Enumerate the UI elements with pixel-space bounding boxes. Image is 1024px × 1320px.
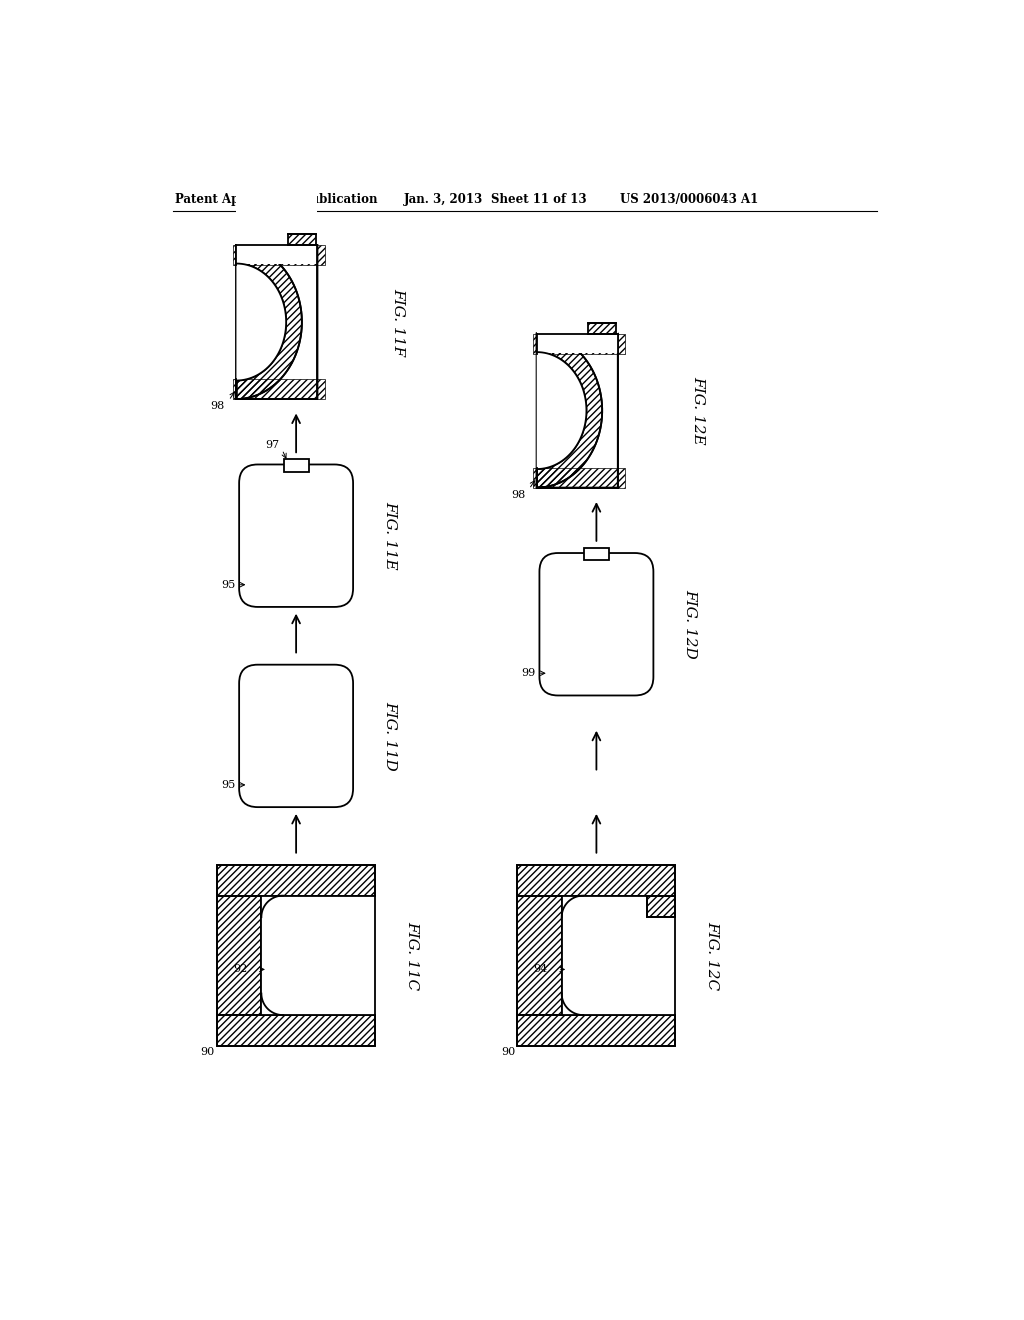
Bar — [584, 548, 609, 561]
Bar — [588, 322, 615, 334]
Text: 98: 98 — [511, 490, 525, 500]
Bar — [288, 234, 315, 246]
Polygon shape — [537, 334, 617, 487]
Bar — [217, 865, 375, 896]
FancyBboxPatch shape — [240, 665, 353, 807]
FancyBboxPatch shape — [240, 465, 353, 607]
Bar — [537, 240, 617, 352]
Bar — [284, 459, 308, 471]
Text: 90: 90 — [201, 1047, 215, 1057]
FancyBboxPatch shape — [540, 553, 653, 696]
Text: FIG. 12C: FIG. 12C — [706, 921, 719, 990]
Polygon shape — [237, 246, 317, 399]
Text: FIG. 11F: FIG. 11F — [391, 288, 406, 356]
Bar — [562, 896, 676, 1015]
Bar — [517, 865, 676, 1045]
Bar — [517, 865, 676, 896]
Bar — [217, 1015, 375, 1045]
Bar — [232, 379, 326, 399]
Text: FIG. 12E: FIG. 12E — [691, 376, 706, 445]
Bar — [261, 896, 375, 1015]
Text: 98: 98 — [211, 401, 225, 412]
Bar — [232, 246, 326, 265]
Polygon shape — [537, 352, 587, 469]
Text: 92: 92 — [233, 965, 248, 974]
Text: Patent Application Publication: Patent Application Publication — [175, 193, 378, 206]
Bar — [517, 896, 562, 1015]
Text: 99: 99 — [521, 668, 536, 678]
Bar — [237, 152, 317, 264]
Bar — [647, 896, 676, 917]
Text: 94: 94 — [534, 965, 548, 974]
Text: Jan. 3, 2013: Jan. 3, 2013 — [403, 193, 483, 206]
Text: FIG. 11D: FIG. 11D — [383, 701, 397, 771]
Bar — [532, 467, 626, 487]
Text: 95: 95 — [221, 579, 236, 590]
Text: 90: 90 — [501, 1047, 515, 1057]
Text: 95: 95 — [221, 780, 236, 789]
Text: FIG. 11C: FIG. 11C — [406, 921, 419, 990]
Bar — [532, 334, 626, 354]
Text: US 2013/0006043 A1: US 2013/0006043 A1 — [620, 193, 758, 206]
Bar — [217, 865, 375, 1045]
Bar — [217, 896, 261, 1015]
Text: FIG. 12D: FIG. 12D — [683, 589, 697, 659]
Text: Sheet 11 of 13: Sheet 11 of 13 — [490, 193, 587, 206]
Text: FIG. 11E: FIG. 11E — [383, 502, 397, 570]
Text: 97: 97 — [265, 440, 279, 450]
Bar — [517, 1015, 676, 1045]
Polygon shape — [237, 264, 286, 380]
